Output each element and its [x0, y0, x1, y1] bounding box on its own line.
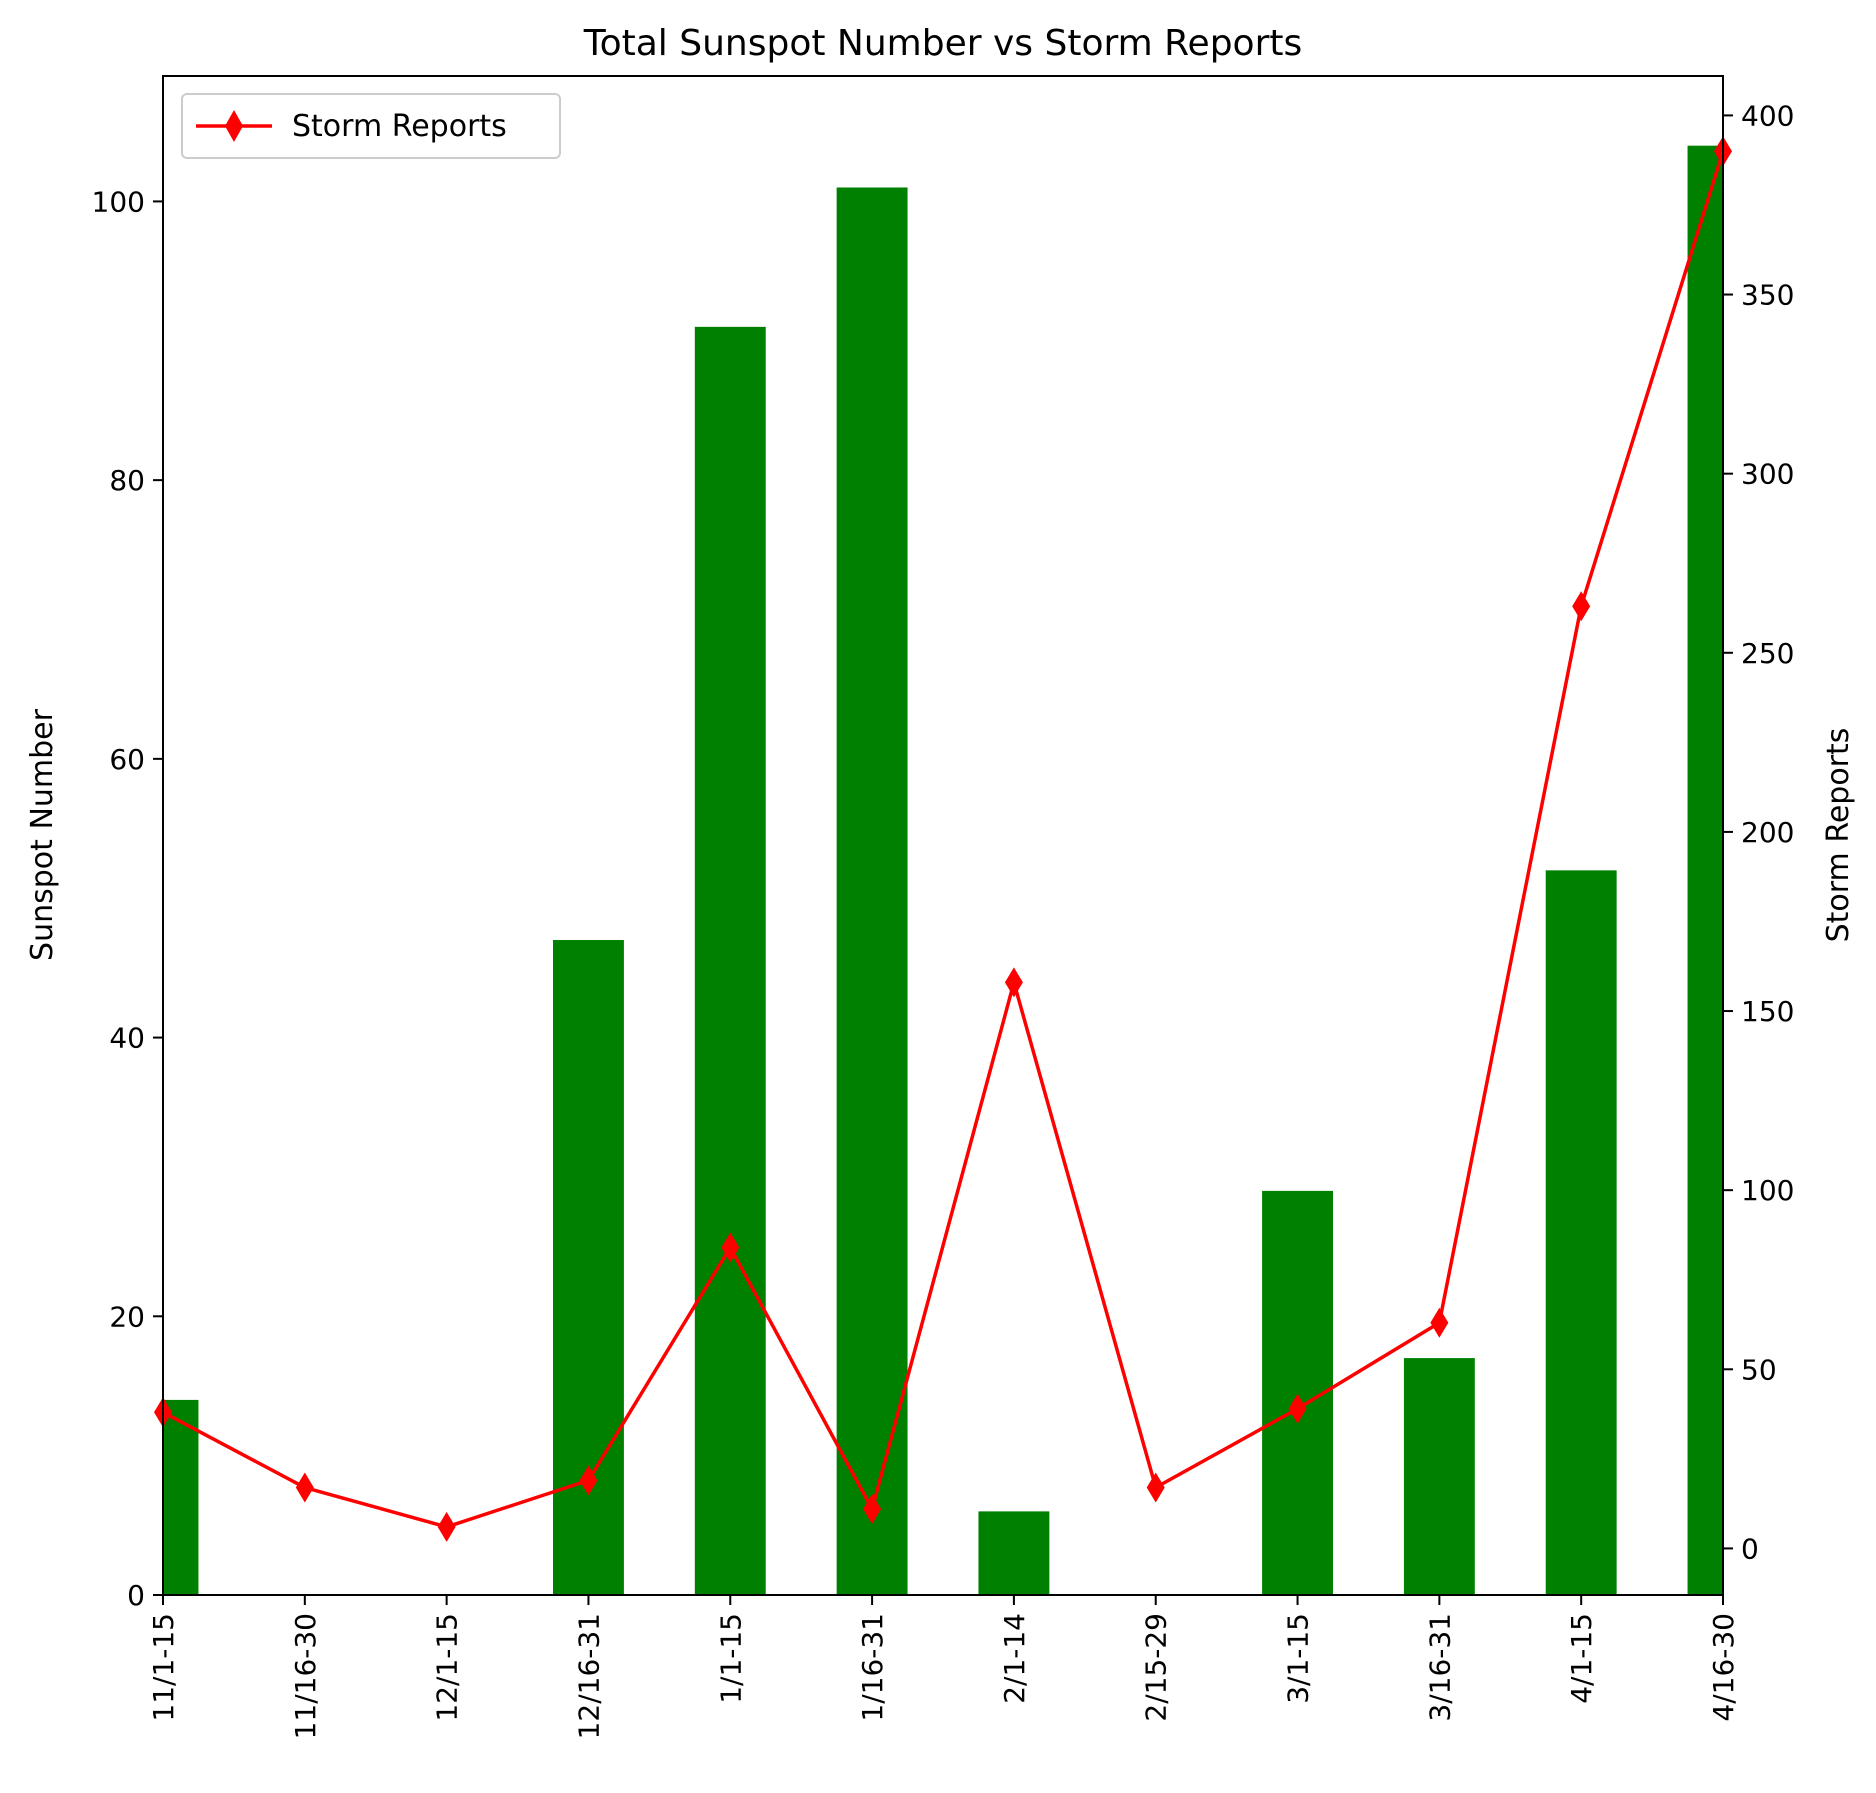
y-right-tick-label-150: 150	[1741, 995, 1794, 1028]
x-tick-label-3/1-15: 3/1-15	[1282, 1613, 1315, 1704]
x-tick-label-4/1-15: 4/1-15	[1565, 1613, 1598, 1704]
y-right-tick-label-350: 350	[1741, 279, 1794, 312]
y-left-tick-label-40: 40	[109, 1022, 145, 1055]
bar-11/1-15	[163, 1399, 199, 1595]
storm-reports-point-2/1-14	[1004, 967, 1023, 998]
bar-4/16-30	[1687, 145, 1723, 1595]
legend-entry-storm-reports: Storm Reports	[292, 109, 507, 144]
y-left-tick-label-20: 20	[109, 1300, 145, 1333]
y-axis-left-label: Sunspot Number	[25, 708, 60, 961]
y-right-tick-label-400: 400	[1741, 99, 1794, 132]
storm-reports-point-12/16-31	[579, 1465, 598, 1496]
x-tick-label-12/16-31: 12/16-31	[572, 1613, 605, 1739]
x-axis: 11/1-15 11/16-30 12/1-15 12/16-31 1/1-15 1/16…	[147, 1595, 1740, 1739]
x-tick-label-4/16-30: 4/16-30	[1707, 1613, 1740, 1722]
bar-2/1-14	[978, 1511, 1050, 1595]
storm-reports-point-1/1-15	[721, 1232, 740, 1263]
y-right-tick-label-250: 250	[1741, 637, 1794, 670]
storm-reports-line	[162, 150, 1725, 1529]
x-tick-label-1/16-31: 1/16-31	[856, 1613, 889, 1722]
y-axis-right: 0 50 100 150 200 250 300 350 400	[1723, 99, 1794, 1565]
storm-reports-point-2/15-29	[1146, 1472, 1165, 1503]
bar-3/16-31	[1403, 1358, 1475, 1595]
storm-reports-point-12/1-15	[437, 1511, 456, 1542]
x-tick-label-11/16-30: 11/16-30	[289, 1613, 322, 1739]
x-tick-label-2/1-14: 2/1-14	[998, 1613, 1031, 1704]
bar-4/1-15	[1545, 870, 1617, 1595]
storm-reports-point-4/1-15	[1572, 591, 1591, 622]
legend-box	[181, 93, 561, 159]
bar-1/1-15	[694, 326, 766, 1595]
y-right-tick-label-200: 200	[1741, 816, 1794, 849]
legend-diamond-marker-icon	[225, 110, 243, 142]
x-tick-label-3/16-31: 3/16-31	[1423, 1613, 1456, 1722]
bar-1/16-31	[836, 187, 908, 1595]
bar-12/16-31	[553, 940, 624, 1595]
storm-reports-point-1/16-31	[863, 1494, 882, 1525]
x-tick-label-2/15-29: 2/15-29	[1140, 1613, 1173, 1722]
x-tick-label-1/1-15: 1/1-15	[714, 1613, 747, 1704]
y-left-tick-label-80: 80	[109, 464, 145, 497]
y-left-tick-label-60: 60	[109, 743, 145, 776]
legend: Storm Reports	[181, 93, 561, 159]
y-right-tick-label-100: 100	[1741, 1174, 1794, 1207]
y-right-tick-label-0: 0	[1741, 1532, 1759, 1565]
y-right-tick-label-300: 300	[1741, 458, 1794, 491]
x-tick-label-11/1-15: 11/1-15	[147, 1613, 180, 1722]
storm-reports-point-3/16-31	[1430, 1307, 1449, 1338]
storm-reports-point-11/16-30	[295, 1472, 314, 1503]
y-axis-left: 0 20 40 60 80 100	[92, 185, 163, 1612]
y-axis-right-label: Storm Reports	[1821, 728, 1856, 943]
chart-title: Total Sunspot Number vs Storm Reports	[583, 23, 1303, 64]
y-right-tick-label-50: 50	[1741, 1353, 1777, 1386]
storm-reports-point-3/1-15	[1288, 1393, 1307, 1424]
y-left-tick-label-100: 100	[92, 185, 145, 218]
bars-group	[163, 145, 1723, 1595]
x-tick-label-12/1-15: 12/1-15	[431, 1613, 464, 1722]
line-series-group	[154, 136, 1732, 1542]
plot-frame	[162, 75, 1724, 1596]
y-left-tick-label-0: 0	[127, 1579, 145, 1612]
